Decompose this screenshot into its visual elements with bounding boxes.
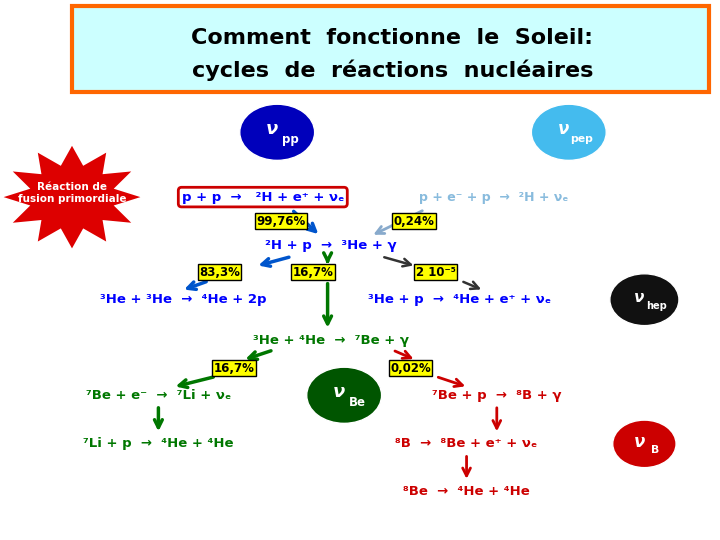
Text: Comment  fonctionne  le  Soleil:: Comment fonctionne le Soleil:	[192, 28, 593, 48]
Text: 16,7%: 16,7%	[214, 362, 254, 375]
Text: ν: ν	[634, 289, 644, 305]
Text: ²H + p  →  ³He + γ: ²H + p → ³He + γ	[266, 239, 397, 252]
Circle shape	[531, 104, 606, 160]
Circle shape	[240, 104, 315, 160]
Text: ⁸B  →  ⁸Be + e⁺ + νₑ: ⁸B → ⁸Be + e⁺ + νₑ	[395, 437, 538, 450]
Text: 0,24%: 0,24%	[394, 215, 434, 228]
Text: 16,7%: 16,7%	[293, 266, 333, 279]
Text: ³He + p  →  ⁴He + e⁺ + νₑ: ³He + p → ⁴He + e⁺ + νₑ	[368, 293, 551, 306]
Text: hep: hep	[646, 301, 667, 311]
Text: ⁷Li + p  →  ⁴He + ⁴He: ⁷Li + p → ⁴He + ⁴He	[83, 437, 234, 450]
Text: 0,02%: 0,02%	[390, 362, 431, 375]
Text: p + p  →   ²H + e⁺ + νₑ: p + p → ²H + e⁺ + νₑ	[181, 191, 344, 204]
Polygon shape	[4, 146, 140, 248]
Text: ³He + ³He  →  ⁴He + 2p: ³He + ³He → ⁴He + 2p	[100, 293, 267, 306]
FancyBboxPatch shape	[72, 6, 709, 92]
Text: p + e⁻ + p  →  ²H + νₑ: p + e⁻ + p → ²H + νₑ	[418, 191, 568, 204]
Text: ³He + ⁴He  →  ⁷Be + γ: ³He + ⁴He → ⁷Be + γ	[253, 334, 409, 347]
Circle shape	[610, 274, 679, 326]
Text: B: B	[652, 445, 660, 455]
Text: ν: ν	[266, 120, 278, 138]
Text: pep: pep	[570, 134, 593, 144]
Text: cycles  de  réactions  nucléaires: cycles de réactions nucléaires	[192, 59, 593, 81]
Text: ⁷Be + e⁻  →  ⁷Li + νₑ: ⁷Be + e⁻ → ⁷Li + νₑ	[86, 389, 231, 402]
Text: Réaction de
fusion primordiale: Réaction de fusion primordiale	[18, 181, 126, 204]
Text: 83,3%: 83,3%	[199, 266, 240, 279]
Text: ν: ν	[634, 433, 645, 450]
Text: ⁷Be + p  →  ⁸B + γ: ⁷Be + p → ⁸B + γ	[432, 389, 562, 402]
Text: ν: ν	[333, 383, 345, 401]
Text: ν: ν	[557, 120, 569, 138]
Circle shape	[307, 367, 382, 423]
Text: ⁸Be  →  ⁴He + ⁴He: ⁸Be → ⁴He + ⁴He	[403, 485, 530, 498]
Text: Be: Be	[348, 396, 366, 409]
Text: 99,76%: 99,76%	[256, 215, 305, 228]
Circle shape	[613, 420, 676, 468]
Text: 2 10⁻⁵: 2 10⁻⁵	[415, 266, 456, 279]
Text: pp: pp	[282, 133, 299, 146]
